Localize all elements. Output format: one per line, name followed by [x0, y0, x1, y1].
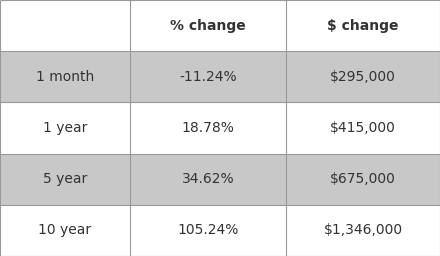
Bar — [0, 102, 130, 154]
Bar — [0, 205, 130, 256]
Text: $415,000: $415,000 — [330, 121, 396, 135]
Text: -11.24%: -11.24% — [179, 70, 237, 84]
Bar — [130, 51, 286, 102]
Bar — [130, 0, 286, 51]
Text: 10 year: 10 year — [38, 223, 92, 237]
Bar — [0, 51, 130, 102]
Bar — [286, 0, 440, 51]
Bar — [0, 154, 130, 205]
Text: 1 year: 1 year — [43, 121, 87, 135]
Text: % change: % change — [170, 19, 246, 33]
Bar — [130, 205, 286, 256]
Bar — [286, 205, 440, 256]
Bar — [286, 51, 440, 102]
Text: $295,000: $295,000 — [330, 70, 396, 84]
Text: 18.78%: 18.78% — [181, 121, 235, 135]
Text: 34.62%: 34.62% — [182, 172, 234, 186]
Text: 1 month: 1 month — [36, 70, 94, 84]
Bar — [0, 0, 130, 51]
Text: $1,346,000: $1,346,000 — [323, 223, 403, 237]
Bar — [286, 154, 440, 205]
Bar — [130, 102, 286, 154]
Text: $ change: $ change — [327, 19, 399, 33]
Text: 5 year: 5 year — [43, 172, 87, 186]
Text: $675,000: $675,000 — [330, 172, 396, 186]
Bar — [130, 154, 286, 205]
Bar — [286, 102, 440, 154]
Text: 105.24%: 105.24% — [177, 223, 238, 237]
